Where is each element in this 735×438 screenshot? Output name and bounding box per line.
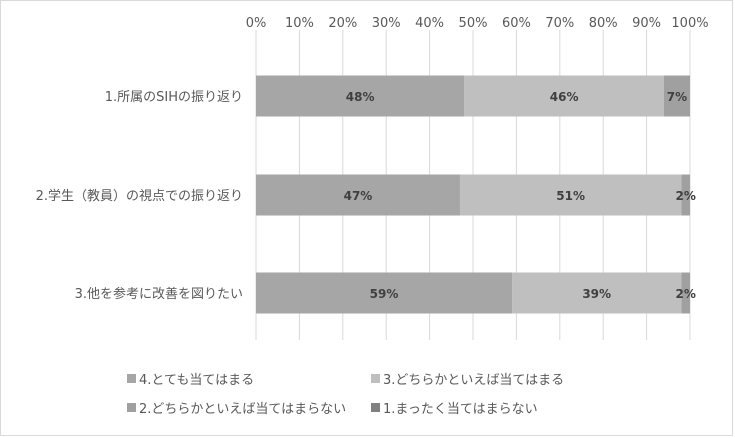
bars [256,75,690,314]
x-tick-label: 30% [372,16,401,31]
x-tick-label: 60% [502,16,531,31]
x-tick-label: 80% [589,16,618,31]
x-tick-label: 40% [415,16,444,31]
legend-label: 4.とても当てはまる [139,373,255,388]
x-tick-label: 20% [328,16,357,31]
legend-swatch [371,403,380,412]
category-labels: 1.所属のSIHの振り返り 2.学生（教員）の視点での振り返り 3.他を参考に改善を… [36,90,243,302]
bar-segment [681,272,690,314]
data-labels: 48% 46% 7% 47% 51% 2% 59% 39% 2% [344,90,696,301]
legend-label: 1.まったく当てはまらない [383,402,538,417]
data-label: 48% [346,90,375,104]
category-label: 2.学生（教員）の視点での振り返り [36,188,243,204]
legend-item: 3.どちらかといえば当てはまる [371,369,564,388]
category-label: 1.所属のSIHの振り返り [105,90,243,105]
data-label: 7% [667,90,687,104]
bar-segment [512,272,682,314]
data-label: 51% [556,189,585,203]
data-label: 59% [370,287,399,301]
legend-item: 1.まったく当てはまらない [371,398,538,417]
bar-segment [256,75,465,117]
legend-swatch [127,403,136,412]
bar-segment [256,174,460,216]
data-label: 2% [675,189,695,203]
legend-item: 2.どちらかといえば当てはまらない [127,398,346,417]
legend-swatch [371,374,380,383]
data-label: 46% [550,90,579,104]
x-tick-label: 100% [671,16,708,31]
data-label: 39% [582,287,611,301]
bar-segment [681,174,690,216]
legend-item: 4.とても当てはまる [127,369,254,388]
bar-segment [663,75,690,117]
x-tick-labels: 0% 10% 20% 30% 40% 50% 60% 70% 80% 90% 100% [246,16,709,31]
bar-segment [256,272,513,314]
x-tick-label: 0% [246,16,267,31]
bar-segment [459,174,682,216]
x-tick-label: 90% [632,16,661,31]
bar-segment [464,75,664,117]
legend-label: 2.どちらかといえば当てはまらない [139,402,347,417]
x-tick-label: 10% [285,16,314,31]
x-tick-label: 50% [459,16,488,31]
category-label: 3.他を参考に改善を図りたい [75,286,243,302]
legend-label: 3.どちらかといえば当てはまる [383,373,565,388]
data-label: 2% [675,287,695,301]
x-tick-label: 70% [545,16,574,31]
legend-swatch [127,374,136,383]
data-label: 47% [344,189,373,203]
